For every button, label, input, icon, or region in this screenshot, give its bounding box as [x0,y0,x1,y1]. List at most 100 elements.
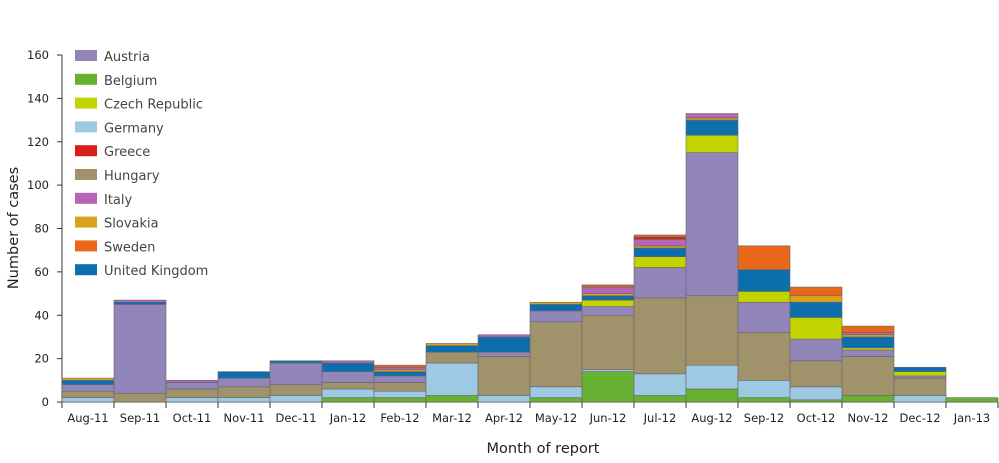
bar-segment [61,377,115,381]
bar-segment [737,397,791,403]
x-tick-label: Jul-12 [643,411,677,425]
legend-label: Greece [104,145,150,160]
legend-label: Hungary [104,169,160,184]
bar-segment [373,371,427,377]
bar-segment [113,393,167,403]
x-tick-label: Jan-13 [953,411,991,425]
bar-segment [789,317,843,340]
bar-segment [841,395,895,403]
y-tick-label: 80 [34,222,49,236]
bar-segment [373,364,427,368]
y-tick-label: 160 [27,48,49,62]
bar-segment [685,119,739,136]
legend: Austria Belgium Czech Republic Germany Greec… [75,50,208,279]
bar-segment [269,360,323,364]
y-tick-label: 60 [34,265,49,279]
legend-swatch [75,73,97,85]
bar-segment [581,299,635,307]
bar-segment [685,134,739,153]
bars [61,113,999,403]
bar-segment [529,301,583,305]
bar-segment [529,304,583,312]
x-tick-label: Sep-12 [744,411,784,425]
x-axis: Aug-11 Sep-11 Oct-11 Nov-11 Dec-11 Jan-12 Feb-… [61,401,999,425]
bar-segment [425,351,479,364]
bar-segment [373,390,427,398]
y-axis: 0 20 40 60 80 100 120 140 160 [27,48,63,409]
bar-segment [841,332,895,336]
bar-segment [373,366,427,370]
bar-segment [789,301,843,318]
bar-segment [893,375,947,379]
bar-segment [217,386,271,398]
x-tick-label: May-12 [535,411,577,425]
bar-segment [685,113,739,119]
bar-segment [477,356,531,396]
legend-swatch [75,264,97,276]
bar-segment [321,388,375,398]
bar-segment [633,247,687,257]
bar-segment [789,338,843,362]
legend-label: Slovakia [104,217,159,232]
bar-segment [841,325,895,333]
bar-segment [633,395,687,403]
bar-segment [321,362,375,372]
bar-segment [373,369,427,372]
bar-segment [633,236,687,240]
bar-segment [581,293,635,297]
bar-segment [217,397,271,403]
x-tick-label: Dec-12 [899,411,940,425]
bar-segment [633,239,687,247]
legend-label: Italy [104,193,133,208]
bar-segment [217,377,271,388]
bar-segment [633,373,687,396]
bar-segment [633,234,687,238]
x-tick-label: Feb-12 [380,411,419,425]
bar-segment [269,362,323,385]
bar-segment [61,397,115,403]
legend-swatch [75,216,97,228]
bar-segment [581,369,635,372]
y-tick-label: 40 [34,308,49,322]
bar-segment [737,332,791,381]
bar-segment [529,386,583,398]
bar-segment [633,245,687,249]
bar-segment [789,399,843,403]
bar-segment [685,295,739,366]
bar-segment [789,360,843,388]
bar-segment [581,284,635,288]
bar-segment [477,334,531,338]
bar-segment [113,301,167,305]
legend-swatch [75,50,97,61]
x-tick-label: Aug-12 [691,411,732,425]
bar-segment [529,397,583,403]
bar-segment [789,286,843,297]
bar-segment [737,245,791,271]
bar-segment [61,380,115,385]
bar-segment [581,371,635,403]
legend-label: Austria [104,50,150,65]
bar-segment [893,377,947,396]
bar-segment [269,395,323,403]
bar-segment [425,362,479,396]
bar-segment [373,382,427,392]
x-tick-label: Jan-12 [329,411,367,425]
bar-segment [165,380,219,383]
x-axis-title: Month of report [487,441,600,457]
bar-segment [113,299,167,303]
bar-segment [321,397,375,403]
bar-segment [893,395,947,403]
bar-segment [373,375,427,383]
bar-segment [581,314,635,370]
bar-segment [113,304,167,394]
bar-segment [373,397,427,403]
y-tick-label: 20 [34,352,49,366]
bar-segment [685,117,739,121]
legend-label: United Kingdom [104,264,208,279]
bar-segment [321,360,375,364]
bar-segment [321,371,375,383]
legend-swatch [75,240,97,252]
bar-segment [841,336,895,349]
bar-segment [685,364,739,390]
legend-swatch [75,169,97,180]
